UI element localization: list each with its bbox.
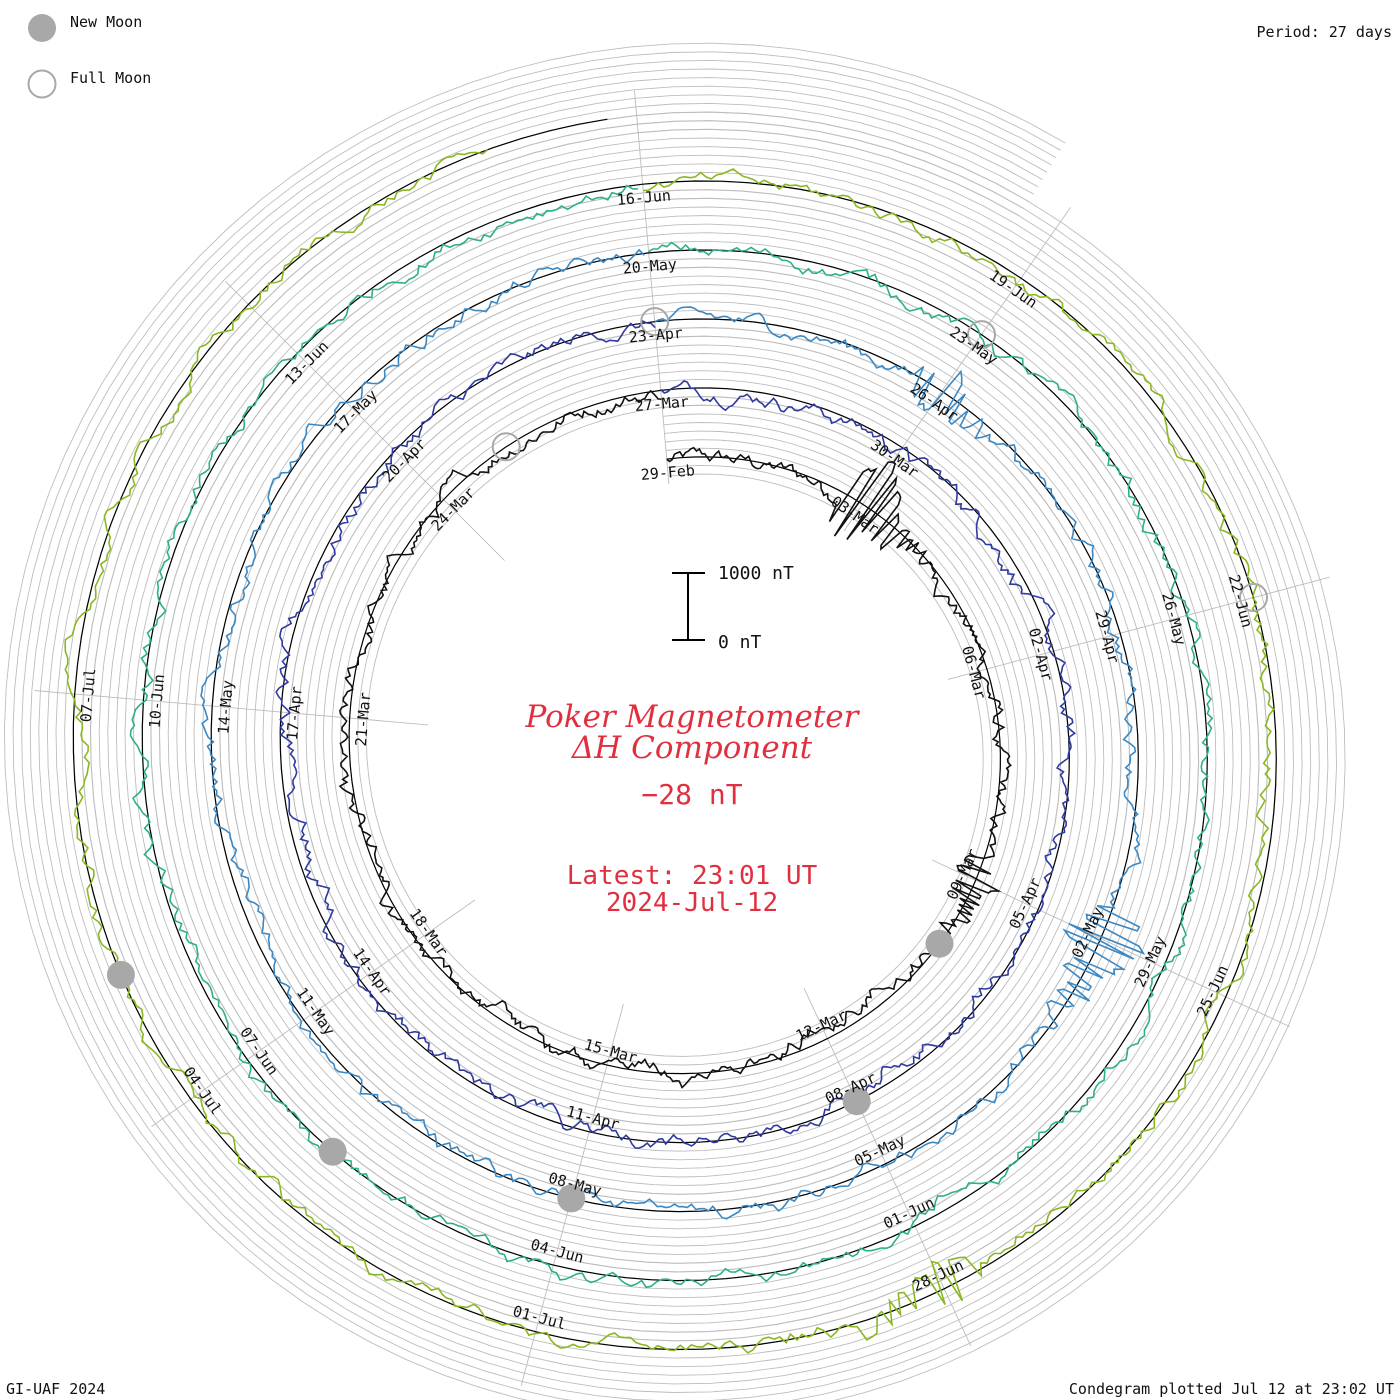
grid-spoke xyxy=(843,207,1071,532)
date-tick-label: 27-Mar xyxy=(634,392,690,415)
date-tick-label: 21-Mar xyxy=(352,691,375,747)
date-tick-label: 23-Apr xyxy=(628,324,684,347)
date-tick-label: 05-May xyxy=(851,1131,908,1170)
grid-spiral xyxy=(46,85,1303,1376)
date-tick-label: 16-Jun xyxy=(616,186,672,209)
new-moon-marker xyxy=(557,1184,586,1213)
date-tick-label: 11-Apr xyxy=(564,1102,621,1133)
scale-bar: 1000 nT 0 nT xyxy=(672,563,794,653)
period-label: Period: 27 days xyxy=(1257,23,1392,41)
date-tick-label: 07-Jun xyxy=(236,1024,282,1079)
scale-bar-bottom-label: 0 nT xyxy=(718,632,762,653)
full-moon-marker xyxy=(640,307,670,337)
date-tick-label: 02-Apr xyxy=(1025,626,1056,683)
trace-cycle-4 xyxy=(129,184,1214,1289)
date-tick-label: 14-Apr xyxy=(349,945,395,1000)
scale-bar-top-label: 1000 nT xyxy=(718,563,794,584)
trace-cycle-5 xyxy=(64,149,1275,1354)
grid-spiral xyxy=(29,68,1320,1393)
legend: New Moon Full Moon xyxy=(27,13,151,99)
trace-cycle-1 xyxy=(338,389,1012,1089)
full-moon-marker xyxy=(491,432,521,462)
full-moon-marker xyxy=(967,320,996,350)
grid-spiral xyxy=(55,94,1294,1368)
legend-new-moon-label: New Moon xyxy=(70,13,142,31)
plotted-label: Condegram plotted Jul 12 at 23:02 UT xyxy=(1069,1380,1394,1398)
date-tick-label: 15-Mar xyxy=(582,1035,639,1066)
legend-full-moon-label: Full Moon xyxy=(70,69,151,87)
new-moon-legend-icon xyxy=(28,14,56,42)
trace-layer xyxy=(64,149,1275,1354)
grid-spiral xyxy=(38,77,1312,1385)
grid-spiral xyxy=(64,102,1286,1359)
date-tick-label: 07-Jul xyxy=(77,667,100,723)
full-moon-legend-icon xyxy=(27,69,57,99)
date-tick-label: 17-Apr xyxy=(283,685,306,741)
grid-spoke xyxy=(151,899,476,1127)
chart-title: Poker Magnetometer xyxy=(525,699,861,735)
new-moon-marker xyxy=(925,929,954,958)
credit-label: GI-UAF 2024 xyxy=(6,1380,105,1398)
latest-date: 2024-Jul-12 xyxy=(606,888,778,918)
date-tick-label: 20-May xyxy=(622,255,678,278)
baseline-layer xyxy=(72,118,1277,1351)
date-tick-label: 10-Jun xyxy=(146,673,169,729)
trace-cycle-3 xyxy=(200,248,1146,1220)
grid-spoke xyxy=(34,690,429,726)
date-tick-label: 11-May xyxy=(293,984,339,1039)
grid-spoke xyxy=(634,90,670,485)
date-tick-label: 29-Feb xyxy=(640,461,696,484)
baseline-spiral xyxy=(72,118,1277,1351)
date-tick-label: 01-Jun xyxy=(881,1193,938,1232)
new-moon-marker xyxy=(318,1137,347,1166)
chart-subtitle: ΔH Component xyxy=(571,730,813,766)
date-tick-label: 01-Jul xyxy=(511,1302,568,1333)
date-tick-label: 04-Jul xyxy=(180,1063,226,1118)
trace-cycle-2 xyxy=(275,319,1077,1149)
current-value: −28 nT xyxy=(641,778,742,811)
full-moon-marker xyxy=(1239,583,1268,612)
new-moon-marker xyxy=(106,960,135,989)
new-moon-marker xyxy=(842,1087,871,1116)
date-tick-label: 14-May xyxy=(214,679,237,735)
date-tick-label: 04-Jun xyxy=(529,1235,586,1266)
moon-layer xyxy=(106,307,1268,1213)
center-title: Poker Magnetometer ΔH Component −28 nT L… xyxy=(525,699,861,918)
grid-spoke xyxy=(947,576,1330,680)
latest-time: Latest: 23:01 UT xyxy=(567,861,818,891)
grid-spiral xyxy=(12,51,1337,1400)
grid-spoke xyxy=(224,280,505,561)
grid-spoke xyxy=(803,988,972,1347)
grid-spiral xyxy=(21,59,1329,1400)
date-tick-label: 26-May xyxy=(1158,590,1189,647)
date-tick-label: 29-Apr xyxy=(1091,608,1122,665)
date-tick-label: 12-Mar xyxy=(793,1006,850,1045)
